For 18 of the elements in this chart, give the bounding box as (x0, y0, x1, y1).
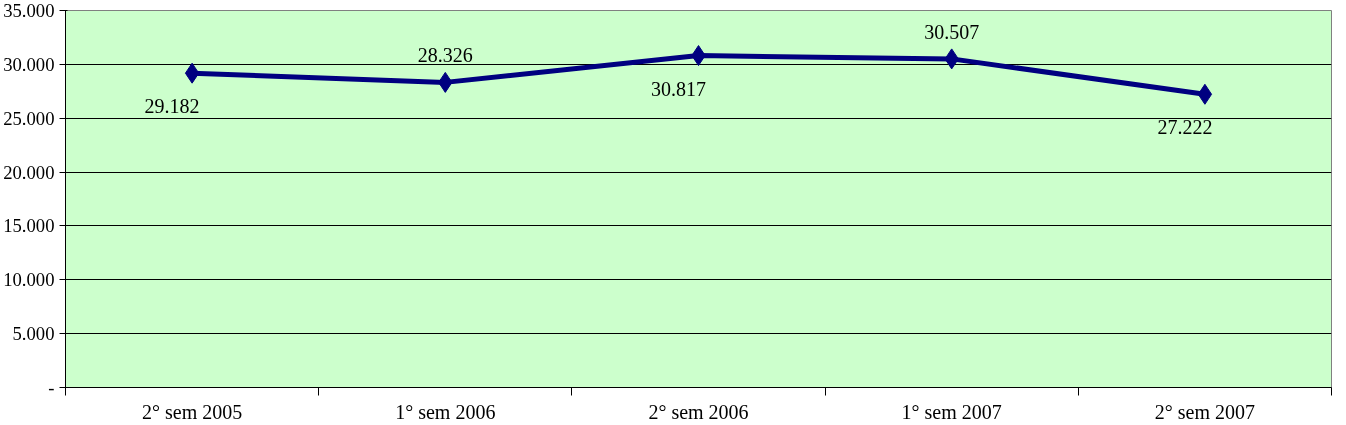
y-tick-label: 35.000 (3, 0, 55, 21)
y-tick-label: - (48, 377, 55, 398)
y-tick-label: 15.000 (3, 215, 55, 237)
x-tick-label: 2° sem 2007 (1154, 400, 1256, 423)
data-label: 28.326 (417, 44, 473, 67)
y-tick-label: 25.000 (3, 107, 55, 129)
x-tick-label: 2° sem 2005 (141, 400, 243, 423)
y-tick-label: 30.000 (3, 53, 55, 75)
x-tick-label: 1° sem 2007 (901, 400, 1002, 423)
data-label: 27.222 (1157, 116, 1213, 139)
y-tick-label: 10.000 (3, 269, 55, 291)
y-tick-label: 20.000 (3, 161, 55, 183)
x-tick-label: 2° sem 2006 (648, 400, 749, 423)
data-label: 30.817 (651, 77, 706, 100)
data-label: 30.507 (924, 20, 980, 43)
y-tick-label: 5.000 (12, 323, 55, 345)
x-tick-label: 1° sem 2006 (395, 400, 496, 423)
data-label: 29.182 (144, 95, 200, 118)
